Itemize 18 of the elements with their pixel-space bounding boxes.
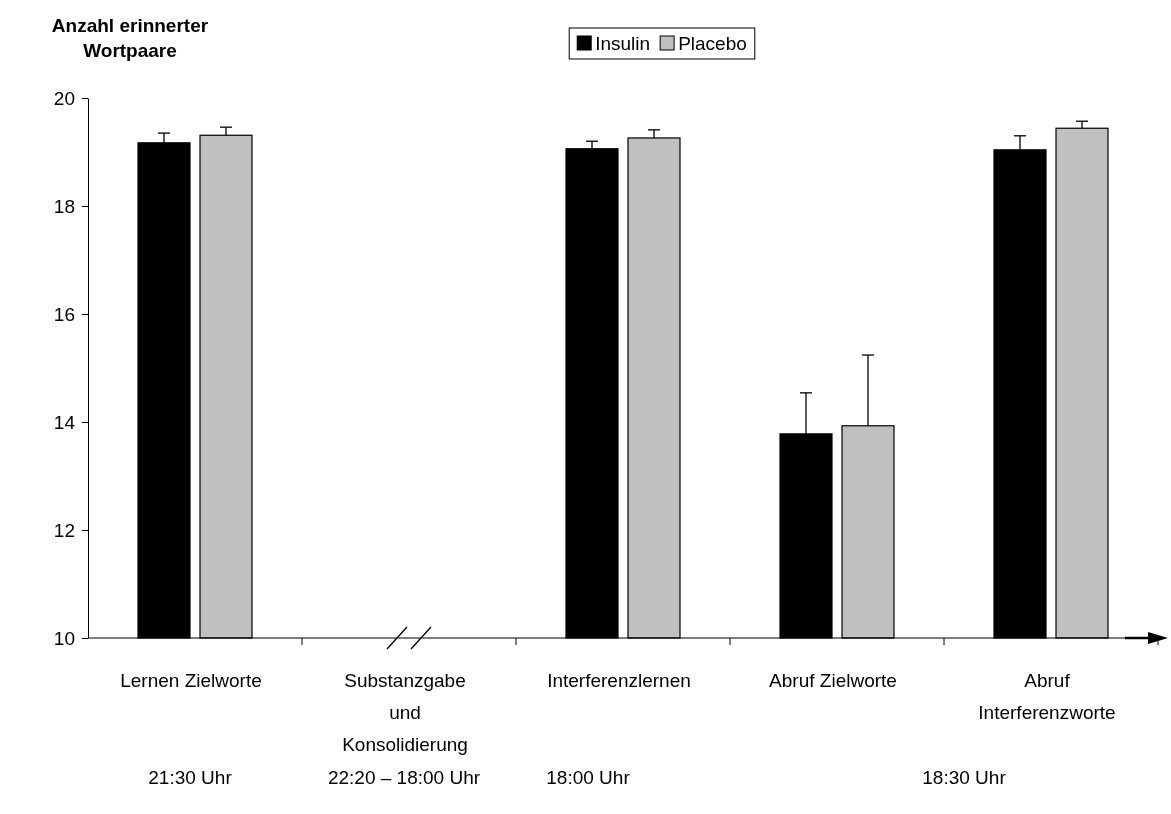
y-tick-label: 18 — [53, 195, 75, 217]
text: 21:30 Uhr — [148, 767, 233, 788]
x-tick-label: Substanzgabe und Konsolidierung — [342, 670, 468, 755]
x-tick-label: Abruf Zielworte — [769, 670, 897, 691]
y-tick-label: 14 — [53, 411, 76, 433]
y-axis-title: Anzahl erinnerter Wortpaare — [51, 15, 209, 61]
text: 18:30 Uhr — [922, 767, 1007, 788]
y-tick-label: 12 — [53, 519, 75, 541]
legend-label: Insulin — [595, 33, 651, 54]
text: 22:20 – 18:00 Uhr — [327, 767, 481, 788]
x-tick-label: Abruf Interferenzworte — [978, 670, 1116, 723]
x-tick-label: Lernen Zielworte — [120, 670, 262, 691]
legend-label: Placebo — [678, 33, 747, 54]
y-tick-label: 20 — [53, 87, 75, 109]
x-tick-label: Interferenzlernen — [547, 670, 691, 691]
y-tick-label: 10 — [53, 627, 75, 649]
text: 18:00 Uhr — [546, 767, 631, 788]
y-tick-label: 16 — [53, 303, 75, 325]
